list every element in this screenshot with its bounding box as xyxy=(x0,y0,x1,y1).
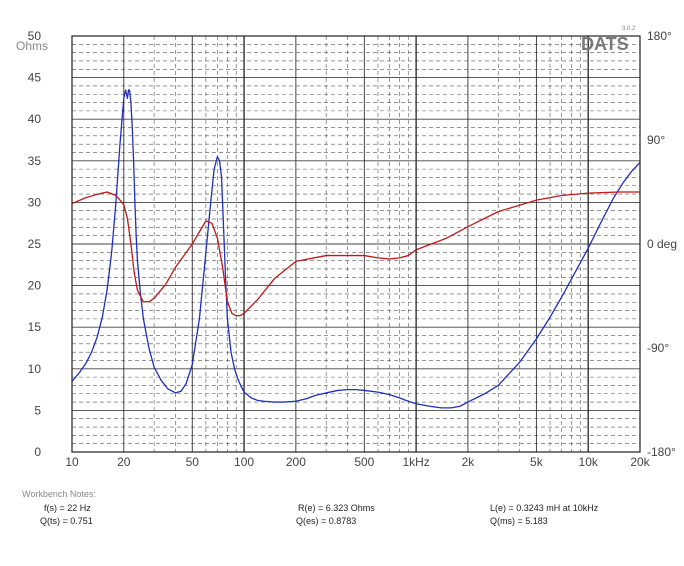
x-tick-label: 100 xyxy=(234,455,254,469)
y-right-tick-label: 90° xyxy=(647,133,665,147)
y-left-tick-label: 10 xyxy=(28,362,42,376)
chart-series xyxy=(71,89,641,409)
x-tick-label: 500 xyxy=(354,455,374,469)
y-left-tick-label: 40 xyxy=(28,112,42,126)
chart-tick-labels: 10 20 50 100 200 500 1kHz 2k 5k 10k 20k50454035302… xyxy=(28,29,677,469)
version-label: 3.0.2 xyxy=(622,26,636,32)
y-left-tick-label: 50 xyxy=(28,29,42,43)
y-left-tick-label: 5 xyxy=(34,403,41,417)
y-left-tick-label: 15 xyxy=(28,320,42,334)
y-left-tick-label: 0 xyxy=(34,445,41,459)
x-tick-label: 20 xyxy=(117,455,131,469)
x-tick-label: 10k xyxy=(579,455,599,469)
dats-logo: DATS xyxy=(581,34,629,54)
y-left-tick-label: 30 xyxy=(28,195,42,209)
x-tick-label: 1kHz xyxy=(402,455,429,469)
phase-curve xyxy=(71,191,640,317)
y-left-unit-label: Ohms xyxy=(16,39,48,53)
x-tick-label: 50 xyxy=(186,455,200,469)
x-tick-label: 5k xyxy=(530,455,544,469)
y-left-tick-label: 35 xyxy=(28,154,42,168)
x-tick-label: 10 xyxy=(65,455,79,469)
chart-grid xyxy=(71,35,641,453)
y-left-tick-label: 45 xyxy=(28,71,42,85)
y-right-tick-label: 0 deg xyxy=(647,237,677,251)
y-right-tick-label: -180° xyxy=(647,445,676,459)
impedance-curve xyxy=(71,89,641,409)
plot-frame xyxy=(71,35,641,453)
y-right-tick-label: -90° xyxy=(647,341,669,355)
x-tick-label: 200 xyxy=(286,455,306,469)
y-right-tick-label: 180° xyxy=(647,29,672,43)
x-tick-label: 2k xyxy=(462,455,476,469)
y-left-tick-label: 25 xyxy=(28,237,42,251)
x-tick-label: 20k xyxy=(630,455,650,469)
y-left-tick-label: 20 xyxy=(28,279,42,293)
